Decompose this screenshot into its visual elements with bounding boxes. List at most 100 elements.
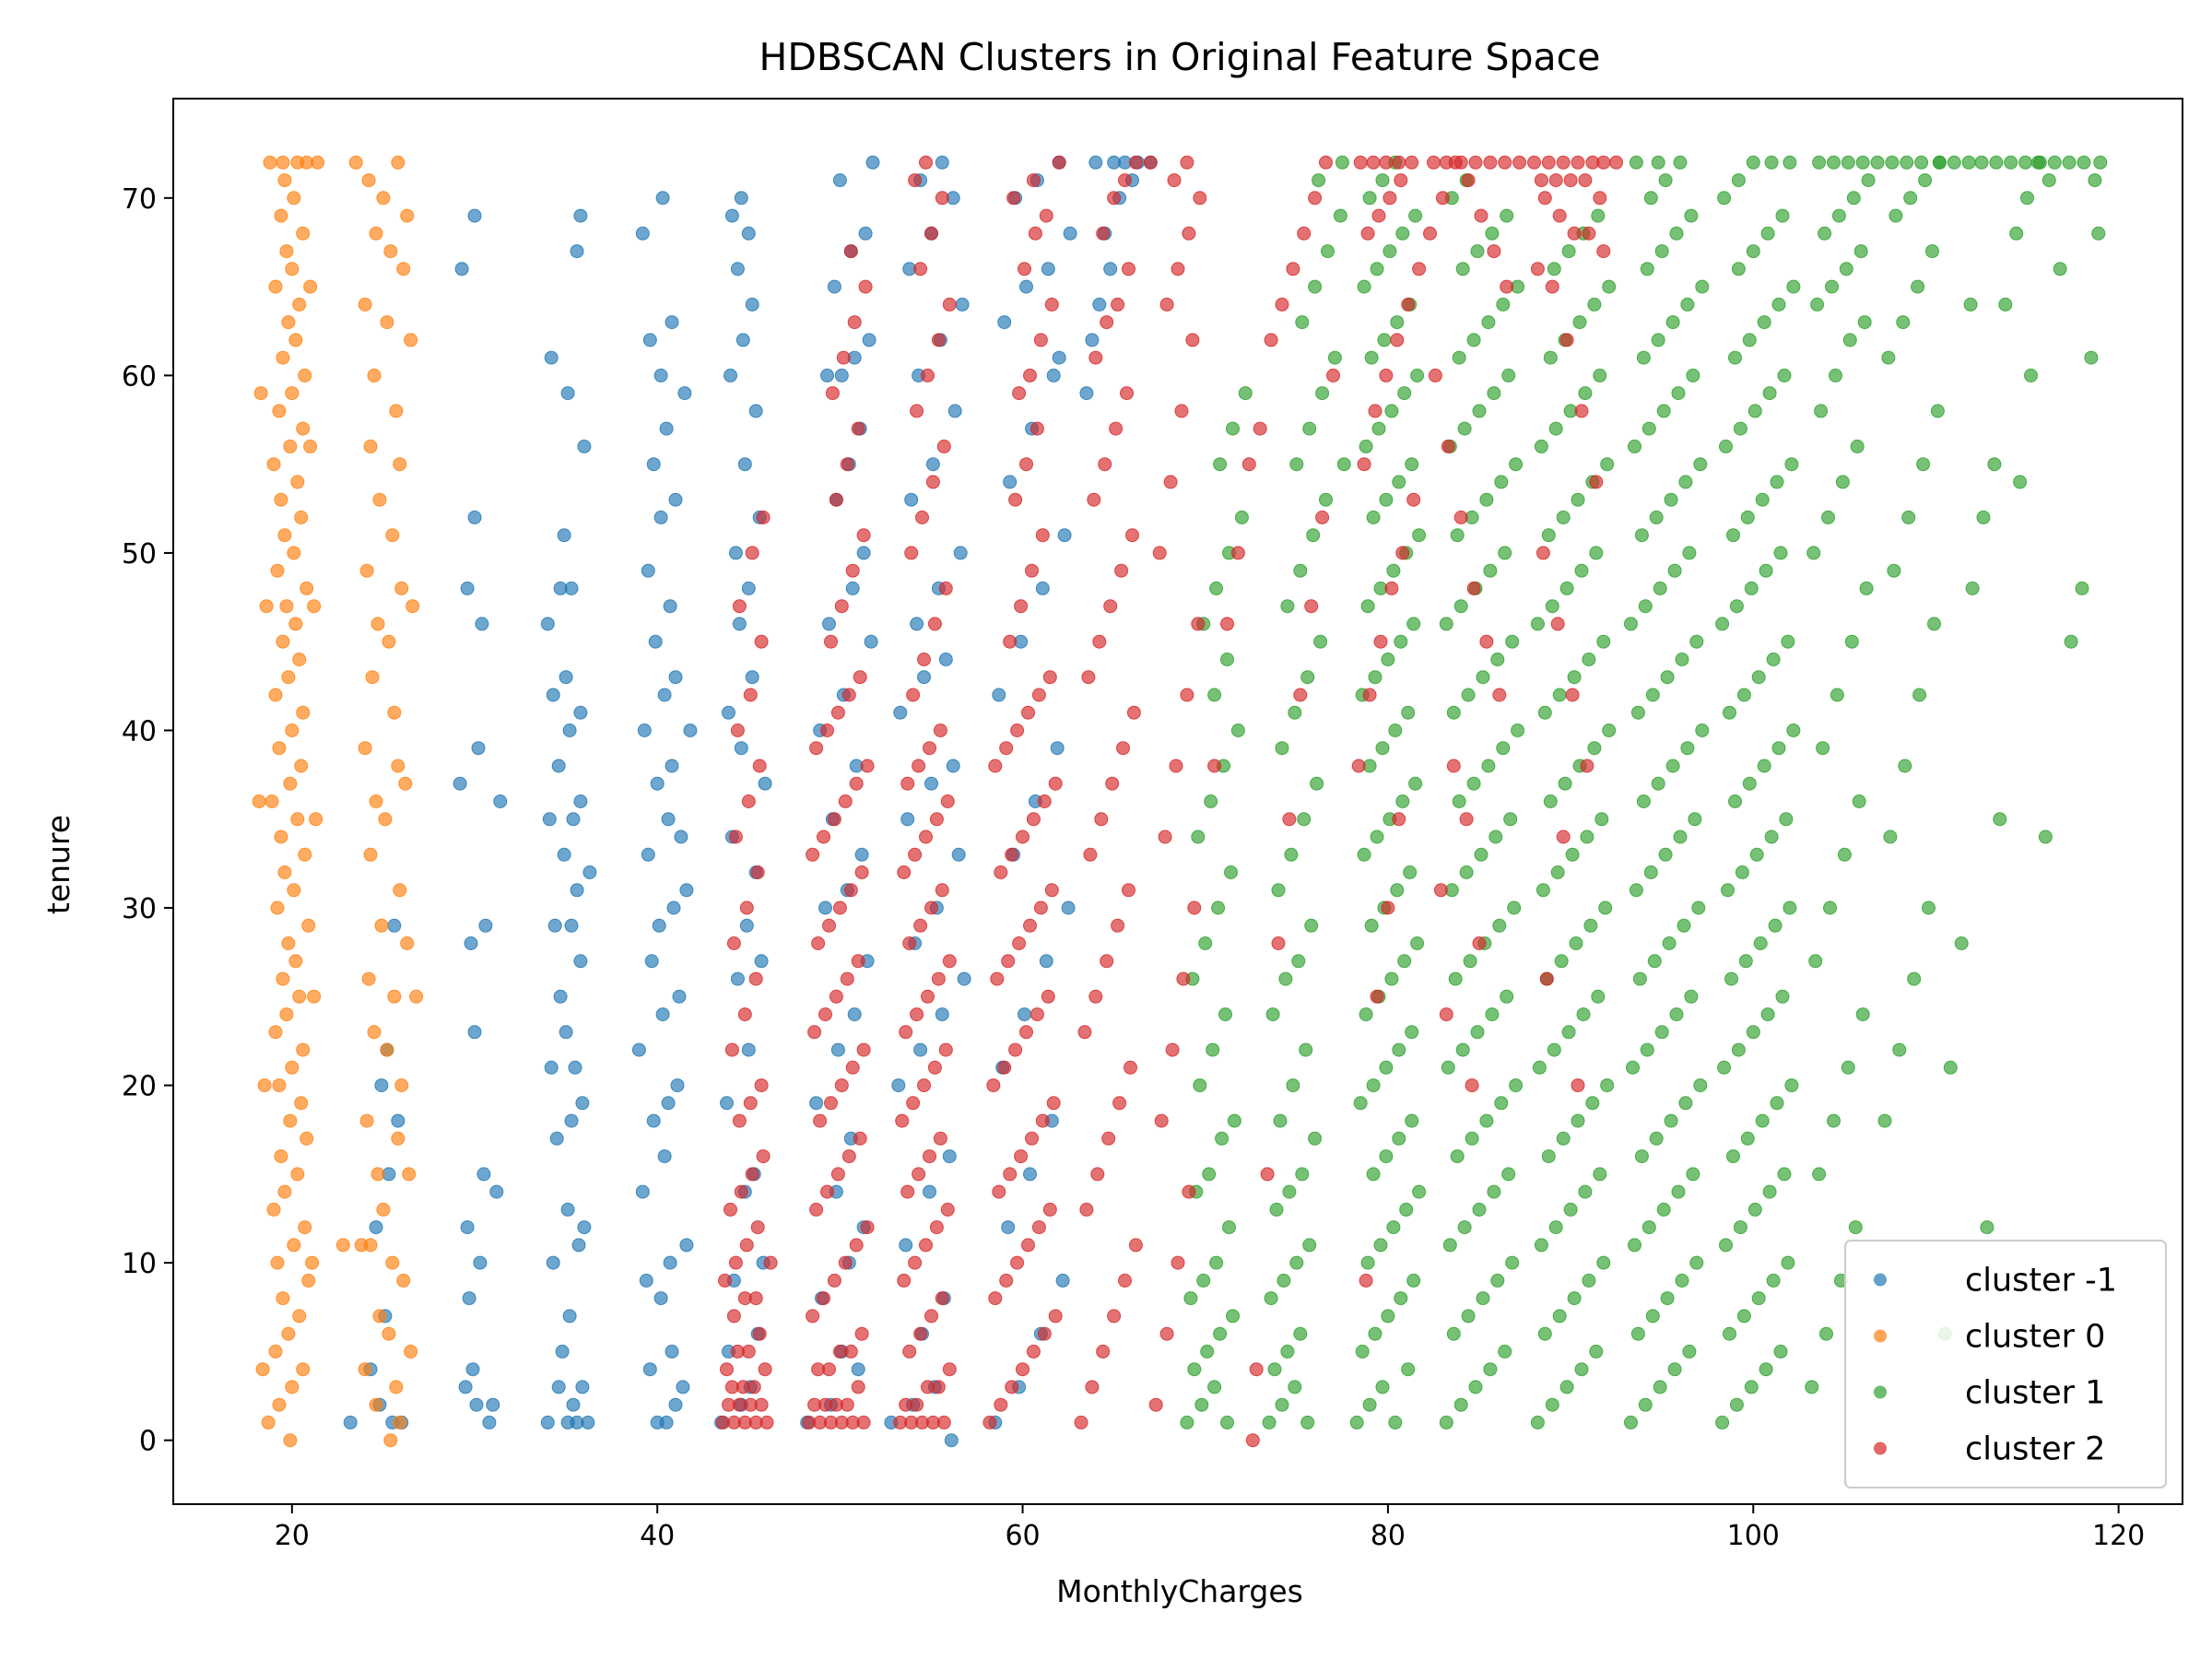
- data-point: [925, 457, 940, 472]
- data-point: [745, 670, 759, 685]
- data-point: [1846, 191, 1861, 206]
- data-point: [1689, 634, 1704, 649]
- data-point: [735, 333, 750, 347]
- data-point: [1558, 776, 1572, 791]
- data-point: [1401, 297, 1416, 312]
- data-point: [743, 1096, 758, 1111]
- data-point: [467, 510, 482, 524]
- data-point: [1576, 1007, 1591, 1022]
- data-point: [1487, 244, 1501, 259]
- data-point: [854, 847, 869, 862]
- data-point: [838, 1255, 853, 1270]
- data-point: [1450, 1149, 1465, 1164]
- data-point: [655, 1007, 670, 1022]
- data-point: [1731, 262, 1746, 276]
- data-point: [1302, 421, 1317, 436]
- data-point: [1669, 226, 1684, 241]
- data-point: [1548, 173, 1563, 188]
- data-point: [1589, 546, 1604, 560]
- data-point: [1987, 457, 2002, 472]
- data-point: [635, 1184, 650, 1199]
- data-point: [409, 989, 424, 1004]
- data-point: [283, 439, 298, 453]
- data-point: [361, 971, 376, 986]
- data-point: [1408, 208, 1423, 223]
- data-point: [1120, 386, 1134, 401]
- data-point: [820, 368, 834, 382]
- data-point: [1651, 155, 1665, 170]
- data-point: [268, 1344, 283, 1359]
- data-point: [385, 1255, 400, 1270]
- data-point: [1112, 1096, 1127, 1111]
- data-point: [864, 634, 878, 649]
- data-point: [847, 315, 862, 330]
- data-point: [741, 581, 756, 595]
- data-point: [348, 155, 363, 170]
- data-point: [854, 1326, 869, 1341]
- x-tick-label: 80: [1371, 1520, 1406, 1552]
- data-point: [1841, 155, 1855, 170]
- data-point: [1468, 155, 1483, 170]
- data-point: [1498, 155, 1512, 170]
- data-point: [2084, 350, 2099, 365]
- data-point: [365, 670, 380, 685]
- data-point: [1628, 439, 1641, 453]
- data-point: [1401, 1362, 1416, 1377]
- data-point: [1405, 457, 1419, 472]
- data-point: [820, 1184, 834, 1199]
- data-point: [1488, 830, 1503, 844]
- data-point: [1855, 1007, 1870, 1022]
- data-point: [657, 1149, 672, 1164]
- x-tick-label: 20: [275, 1520, 310, 1552]
- data-point: [1441, 439, 1455, 453]
- data-point: [460, 1220, 475, 1235]
- data-point: [560, 386, 575, 401]
- data-point: [935, 1007, 949, 1022]
- data-point: [655, 191, 670, 206]
- data-point: [923, 1184, 936, 1199]
- data-point: [1537, 705, 1552, 720]
- data-point: [1501, 368, 1516, 382]
- data-point: [1041, 262, 1055, 276]
- data-point: [1494, 475, 1509, 489]
- x-tick-label: 120: [2092, 1520, 2145, 1552]
- data-point: [1453, 1397, 1468, 1412]
- data-point: [281, 1326, 296, 1341]
- data-point: [1359, 439, 1373, 453]
- data-point: [830, 1167, 845, 1182]
- data-point: [1649, 1131, 1664, 1146]
- data-point: [1459, 865, 1474, 879]
- data-point: [300, 581, 314, 595]
- data-point: [571, 1238, 586, 1253]
- data-point: [1297, 226, 1312, 241]
- data-point: [1035, 581, 1050, 595]
- data-point: [1395, 546, 1410, 560]
- data-point: [1050, 741, 1065, 756]
- data-point: [1012, 386, 1027, 401]
- data-point: [824, 1096, 838, 1111]
- data-point: [1717, 1060, 1732, 1075]
- data-point: [1664, 1113, 1678, 1128]
- data-point: [1280, 599, 1295, 614]
- data-point: [276, 155, 290, 170]
- data-point: [383, 1433, 398, 1448]
- data-point: [1118, 173, 1132, 188]
- data-point: [659, 421, 674, 436]
- data-point: [292, 989, 307, 1004]
- data-point: [824, 634, 838, 649]
- data-point: [1390, 333, 1405, 347]
- data-point: [281, 315, 296, 330]
- data-point: [1487, 1184, 1501, 1199]
- data-point: [1583, 918, 1598, 933]
- data-point: [471, 741, 486, 756]
- data-point: [1808, 954, 1823, 969]
- data-point: [750, 1220, 765, 1235]
- data-point: [570, 244, 584, 259]
- data-point: [1163, 475, 1178, 489]
- data-point: [830, 1042, 845, 1057]
- data-point: [1008, 492, 1023, 507]
- data-point: [287, 1238, 301, 1253]
- data-point: [917, 653, 931, 666]
- data-point: [391, 1131, 406, 1146]
- data-point: [1543, 794, 1558, 808]
